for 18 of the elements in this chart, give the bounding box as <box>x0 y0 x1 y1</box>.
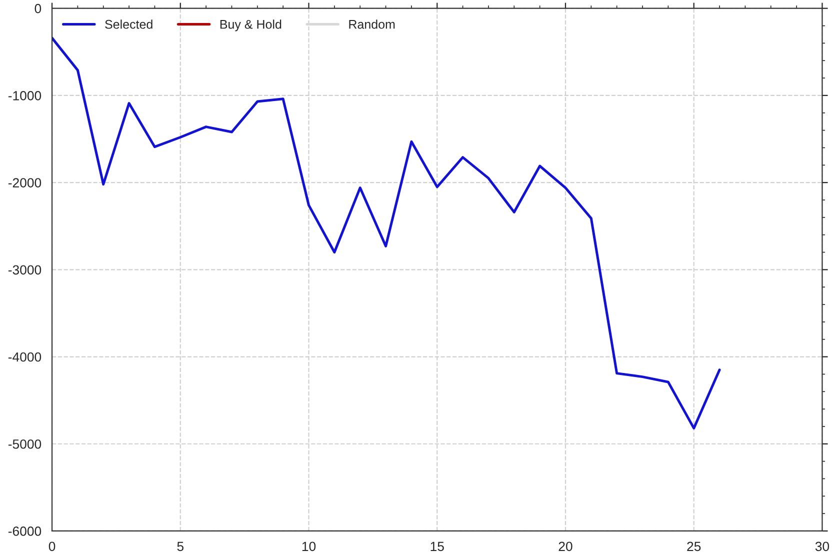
line-series <box>52 36 721 430</box>
x-tick-label: 30 <box>815 542 830 552</box>
y-tick-label: -2000 <box>8 178 42 188</box>
x-tick-label: 10 <box>302 542 316 552</box>
legend-label: Buy & Hold <box>220 20 282 32</box>
x-tick-label: 20 <box>558 542 572 552</box>
y-tick-label: -5000 <box>8 439 42 449</box>
x-tick-label: 0 <box>48 542 56 552</box>
x-tick-label: 25 <box>687 542 701 552</box>
legend-label: Random <box>349 20 395 29</box>
x-tick-label: 5 <box>177 542 184 552</box>
y-tick-label: -4000 <box>8 352 42 362</box>
y-tick-label: -6000 <box>8 526 42 536</box>
y-tick-label: 0 <box>34 4 42 14</box>
y-tick-label: -3000 <box>8 265 42 275</box>
y-tick-label: -1000 <box>8 91 42 100</box>
x-tick-label: 15 <box>430 542 444 552</box>
legend-label: Selected <box>105 20 152 29</box>
